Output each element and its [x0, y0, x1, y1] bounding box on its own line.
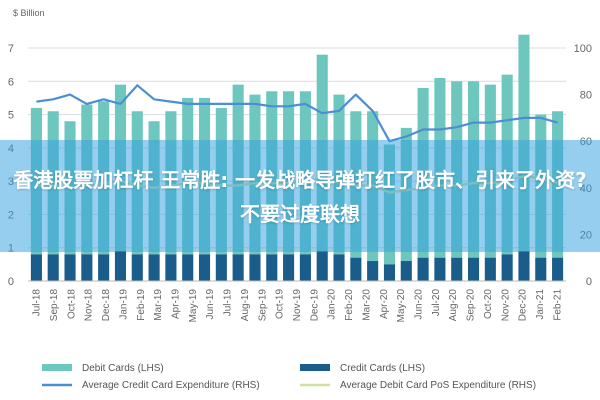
x-tick-label: Feb-20 — [344, 289, 355, 321]
legend-avg-debit: Average Debit Card PoS Expenditure (RHS) — [300, 380, 536, 391]
x-tick-label: May-20 — [396, 289, 407, 323]
left-tick-label: 0 — [8, 276, 14, 288]
x-tick-label: Sep-19 — [257, 289, 268, 322]
legend-credit-cards: Credit Cards (LHS) — [300, 363, 425, 374]
x-tick-label: Sep-20 — [466, 289, 477, 322]
left-axis-unit-label: $ Billion — [13, 8, 45, 18]
x-tick-label: Oct-19 — [275, 289, 286, 319]
credit-bar — [266, 254, 278, 281]
legend-avg-credit: Average Credit Card Expenditure (RHS) — [42, 380, 260, 391]
x-tick-label: Feb-19 — [136, 289, 147, 321]
credit-bar — [467, 257, 480, 281]
x-tick-label: Mar-20 — [361, 289, 372, 321]
left-tick-label: 5 — [8, 110, 14, 122]
legend-debit-cards: Debit Cards (LHS) — [42, 363, 164, 374]
legend-label: Average Credit Card Expenditure (RHS) — [82, 380, 260, 391]
credit-bar — [131, 254, 143, 281]
x-tick-label: Aug-20 — [448, 289, 459, 322]
x-tick-label: Feb-21 — [552, 289, 563, 321]
x-tick-label: Jul-19 — [223, 289, 234, 317]
left-tick-label: 6 — [8, 76, 14, 88]
x-tick-label: Jul-18 — [32, 289, 43, 317]
legend-swatch — [42, 364, 72, 371]
x-tick-label: Dec-19 — [309, 289, 320, 322]
legend-swatch — [300, 364, 330, 371]
credit-bar — [501, 254, 513, 281]
x-tick-label: Oct-18 — [66, 289, 77, 319]
credit-bar — [350, 257, 362, 281]
overlay-banner — [0, 140, 600, 252]
x-tick-label: Dec-20 — [518, 289, 529, 322]
x-tick-label: Mar-19 — [153, 289, 164, 321]
x-tick-label: Sep-18 — [49, 289, 60, 322]
credit-bar — [148, 254, 160, 281]
credit-bar — [30, 254, 42, 281]
legend-label: Average Debit Card PoS Expenditure (RHS) — [340, 380, 536, 391]
x-tick-label: Dec-18 — [101, 289, 112, 322]
credit-bar — [367, 261, 379, 281]
credit-bar — [81, 254, 93, 281]
credit-bar — [484, 257, 496, 281]
x-tick-label: Nov-20 — [500, 289, 511, 322]
credit-bar — [518, 251, 530, 281]
left-tick-label: 7 — [8, 43, 14, 55]
x-tick-label: Apr-20 — [379, 289, 390, 319]
avg-credit-line — [36, 84, 558, 143]
credit-bar — [451, 257, 463, 281]
credit-bar — [417, 257, 429, 281]
credit-bar — [400, 261, 412, 281]
credit-bar — [299, 254, 311, 281]
x-tick-label: Aug-19 — [240, 289, 251, 322]
x-tick-label: Jun-19 — [205, 289, 216, 320]
x-tick-label: Jul-20 — [431, 289, 442, 317]
x-tick-label: Jan-21 — [535, 289, 546, 320]
credit-bar — [165, 254, 177, 281]
credit-bar — [316, 251, 328, 281]
legend: Debit Cards (LHS) Credit Cards (LHS) Avera… — [42, 363, 536, 391]
credit-bar — [383, 264, 396, 281]
x-tick-label: Nov-19 — [292, 289, 303, 322]
x-tick-label: Jan-19 — [119, 289, 130, 320]
right-tick-label: 0 — [586, 276, 592, 288]
x-tick-label: Jun-20 — [414, 289, 425, 320]
credit-bar — [249, 254, 261, 281]
credit-bar — [283, 254, 295, 281]
legend-label: Debit Cards (LHS) — [82, 363, 164, 374]
credit-bar — [535, 257, 547, 281]
x-tick-label: Apr-19 — [171, 289, 182, 319]
credit-bar — [434, 257, 446, 281]
right-tick-label: 80 — [580, 90, 592, 102]
credit-bar — [215, 254, 227, 281]
x-tick-label: Nov-18 — [84, 289, 95, 322]
x-tick-label: Oct-20 — [483, 289, 494, 319]
legend-label: Credit Cards (LHS) — [340, 363, 425, 374]
credit-bar — [114, 251, 127, 281]
right-tick-label: 100 — [574, 43, 592, 55]
x-tick-label: Jan-20 — [327, 289, 338, 320]
credit-bar — [333, 254, 345, 281]
overlay-title: 香港股票加杠杆 王常胜: 一发战略导弹打红了股市、引来了外资? 不要过度联想 — [13, 168, 594, 226]
credit-bar — [182, 254, 194, 281]
x-tick-label: May-19 — [188, 289, 199, 323]
credit-bar — [232, 254, 244, 281]
credit-bar — [47, 254, 59, 281]
credit-bar — [552, 257, 564, 281]
credit-bar — [198, 254, 211, 281]
credit-bar — [98, 254, 110, 281]
credit-bar — [64, 254, 76, 281]
